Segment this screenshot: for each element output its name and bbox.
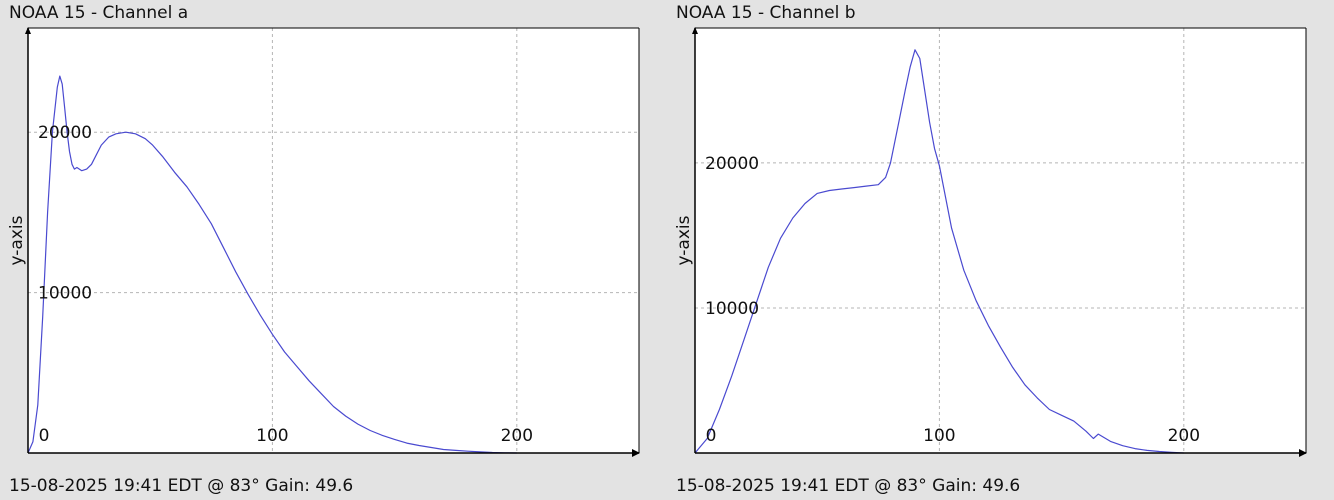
x-axis-arrow bbox=[1299, 449, 1307, 457]
x-tick-label: 100 bbox=[923, 426, 955, 446]
x-tick-label: 200 bbox=[1168, 426, 1200, 446]
chart-plot-a: 0 100 200 10000 20000 y-axis bbox=[7, 27, 640, 457]
y-tick-label: 10000 bbox=[705, 299, 759, 319]
x-tick-label: 100 bbox=[256, 426, 288, 446]
y-axis-arrow bbox=[692, 27, 698, 34]
x-tick-label: 0 bbox=[39, 426, 50, 446]
chart-footer-b: 15-08-2025 19:41 EDT @ 83° Gain: 49.6 bbox=[676, 476, 1021, 496]
chart-panel-a: NOAA 15 - Channel a 0 100 200 10000 20000 y-a… bbox=[7, 3, 640, 496]
x-axis-arrow bbox=[632, 449, 640, 457]
x-tick-label: 0 bbox=[706, 426, 717, 446]
y-axis-arrow bbox=[25, 27, 31, 34]
y-tick-label: 20000 bbox=[38, 123, 92, 143]
series-line bbox=[694, 49, 1184, 454]
plot-area bbox=[695, 28, 1306, 453]
y-tick-label: 20000 bbox=[705, 154, 759, 174]
plot-area bbox=[28, 28, 639, 453]
y-tick-label: 10000 bbox=[38, 284, 92, 304]
chart-footer-a: 15-08-2025 19:41 EDT @ 83° Gain: 49.6 bbox=[9, 476, 354, 496]
series-line bbox=[27, 75, 517, 454]
chart-title-a: NOAA 15 - Channel a bbox=[9, 3, 189, 23]
chart-plot-b: 0 100 200 10000 20000 y-axis bbox=[674, 27, 1307, 457]
chart-panel-b: NOAA 15 - Channel b 0 100 200 10000 20000 y-a… bbox=[667, 0, 1334, 500]
chart-title-b: NOAA 15 - Channel b bbox=[676, 3, 856, 23]
y-axis-label: y-axis bbox=[7, 215, 27, 265]
y-axis-label: y-axis bbox=[674, 215, 694, 265]
x-tick-label: 200 bbox=[501, 426, 533, 446]
